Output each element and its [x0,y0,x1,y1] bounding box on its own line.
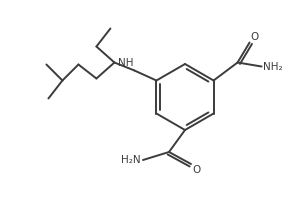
Text: H₂N: H₂N [121,155,141,165]
Text: O: O [250,31,259,42]
Text: NH₂: NH₂ [263,61,282,71]
Text: O: O [192,165,200,175]
Text: NH: NH [118,58,133,67]
